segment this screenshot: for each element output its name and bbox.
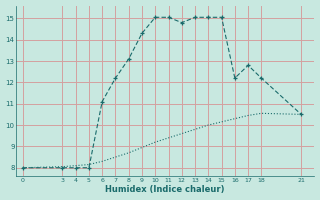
X-axis label: Humidex (Indice chaleur): Humidex (Indice chaleur): [106, 185, 225, 194]
